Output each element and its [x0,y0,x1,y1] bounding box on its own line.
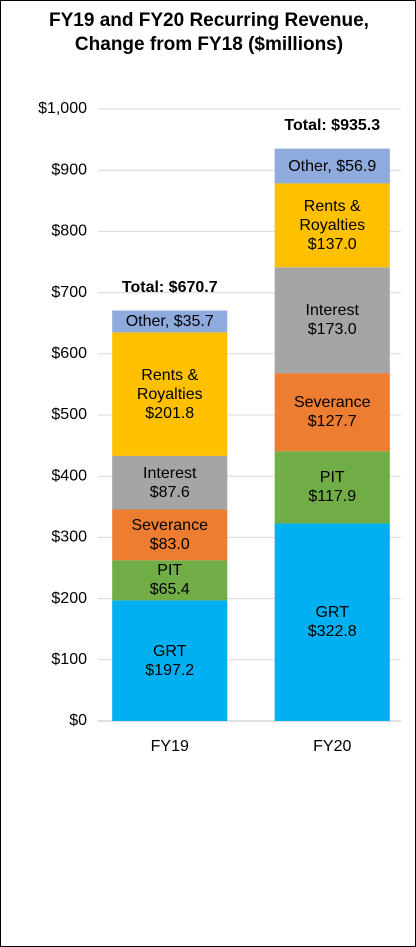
bar-segment [274,183,390,268]
bar-segment [112,310,228,333]
series-name: Rents & Royalties [136,366,203,403]
bar-segment [274,451,390,524]
total-label: Total: $935.3 [284,116,381,134]
segment-label: GRT $197.2 [112,600,227,721]
segment-label: Interest $173.0 [275,267,390,373]
bar-segment [274,523,390,721]
value-label: $173.0 [307,321,357,339]
y-tick-label: $900 [51,161,87,178]
segment-label: Interest $87.6 [112,456,227,510]
value-label: $117.9 [308,488,357,506]
y-tick-label: $400 [51,467,87,484]
value-label: $65.4 [149,581,190,599]
segment-label: Rents & Royalties $201.8 [112,332,227,456]
value-label: $322.8 [307,623,357,641]
series-name: Interest [305,302,359,320]
y-tick-label: $100 [51,651,87,668]
value-label: $197.2 [145,661,195,679]
y-tick-label: $500 [51,406,87,423]
bar-segment [112,509,228,561]
series-name: GRT [152,642,187,660]
series-name: GRT [315,604,349,622]
bar-segment [112,600,228,721]
value-label: $83.0 [149,535,190,553]
y-tick-label: $300 [51,529,87,546]
value-label: Other, $35.7 [125,312,214,330]
series-name: Severance [131,516,208,534]
series-name: Rents & Royalties [299,197,366,234]
series-name: Interest [143,464,197,482]
bar-segment [274,148,390,184]
total-label: Total: $670.7 [121,278,218,296]
x-tick-label: FY20 [313,738,351,755]
bar-segment [274,267,390,374]
segment-label: Severance $83.0 [112,509,227,560]
value-label: $127.7 [307,413,357,431]
value-label: Other, $56.9 [288,157,377,175]
chart-title: FY19 and FY20 Recurring Revenue, Change … [49,10,369,55]
segment-label: PIT $117.9 [275,451,390,523]
segment-label: PIT $65.4 [112,560,227,600]
y-tick-label: $600 [51,345,87,362]
segment-label: Other, $35.7 [112,311,227,333]
value-label: $137.0 [307,235,357,253]
y-tick-label: $700 [51,284,87,301]
segment-label: GRT $322.8 [275,523,390,721]
series-name: Severance [293,394,371,412]
y-tick-label: $0 [69,712,87,729]
x-tick-label: FY19 [151,738,189,755]
bar-segment [274,373,390,452]
segment-label: Rents & Royalties $137.0 [275,183,390,267]
series-name: PIT [157,562,183,580]
value-label: $201.8 [145,404,195,422]
bar-segment [112,455,228,510]
segment-label: Other, $56.9 [275,149,390,184]
segment-label: Severance $127.7 [275,373,390,451]
bar-segment [112,560,228,601]
value-label: $87.6 [149,483,190,501]
y-tick-label: $200 [51,590,87,607]
series-name: PIT [319,469,345,487]
y-tick-label: $800 [51,223,87,240]
y-tick-label: $1,000 [38,100,87,117]
bar-segment [112,332,228,456]
